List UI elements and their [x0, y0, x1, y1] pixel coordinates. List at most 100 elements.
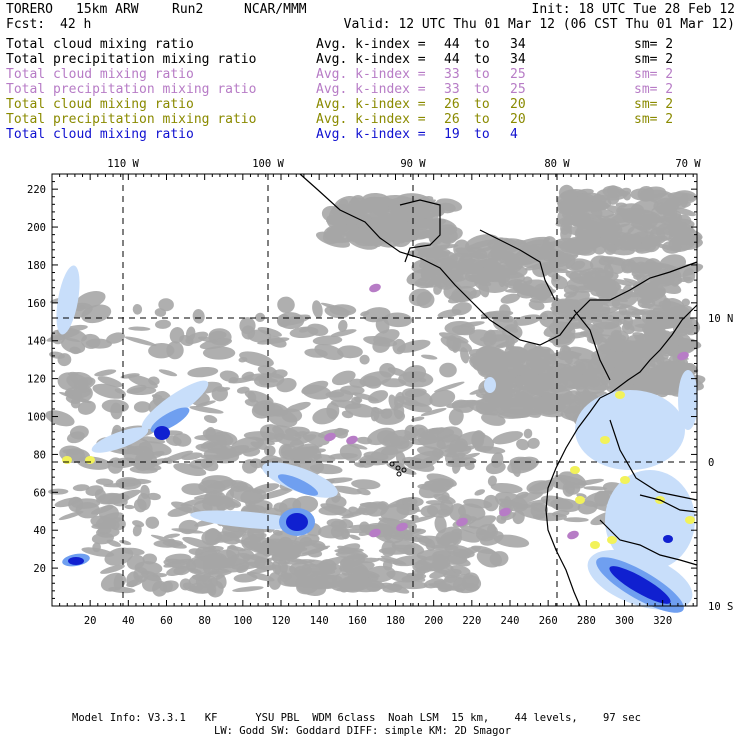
- cloud-patch: [276, 314, 291, 328]
- legend-kindex-label: Avg. k-index =: [316, 37, 426, 52]
- cloud-patch: [124, 504, 135, 510]
- cloud-patch: [301, 380, 329, 395]
- cloud-patch: [236, 386, 250, 394]
- cloud-patch: [478, 260, 502, 269]
- cloud-patch: [549, 260, 559, 266]
- longitude-label: 80 W: [544, 158, 570, 170]
- cloud-patch: [654, 243, 682, 252]
- cloud-patch: [600, 234, 621, 239]
- latitude-label: 0: [708, 457, 714, 469]
- cloud-patch: [543, 236, 556, 248]
- cloud-patch: [402, 365, 426, 383]
- cloud-patch: [77, 400, 96, 415]
- cloud-patch: [169, 327, 185, 344]
- cloud-patch: [277, 296, 295, 314]
- yellow-cloud: [600, 436, 610, 444]
- cloud-patch: [532, 263, 550, 278]
- cloud-patch: [57, 353, 72, 367]
- cloud-patch: [498, 371, 519, 380]
- cloud-patch: [138, 436, 166, 444]
- cloud-patch: [271, 547, 298, 562]
- cloud-patch: [647, 268, 683, 286]
- light-blue-cloud: [575, 390, 685, 470]
- cloud-patch: [577, 500, 598, 515]
- legend-to-word: to: [474, 67, 490, 82]
- cloud-patch: [636, 288, 666, 304]
- cloud-patch: [612, 278, 634, 287]
- galapagos-island: [395, 465, 401, 471]
- cloud-patch: [92, 542, 101, 553]
- legend-kindex-to: 4: [510, 127, 518, 142]
- cloud-patch: [411, 424, 429, 438]
- dark-blue-core: [68, 557, 84, 565]
- cloud-patch: [618, 207, 631, 216]
- cloud-patch: [505, 253, 520, 270]
- cloud-patch: [463, 498, 493, 509]
- cloud-patch: [259, 424, 285, 443]
- cloud-patch: [449, 272, 458, 281]
- cloud-patch: [372, 523, 405, 544]
- longitude-label: 70 W: [675, 158, 701, 170]
- x-tick-label: 140: [310, 615, 329, 627]
- legend-smoothing: sm= 2: [634, 112, 674, 127]
- cloud-patch: [437, 508, 450, 516]
- legend-kindex-from: 26: [444, 97, 460, 112]
- cloud-patch: [312, 300, 323, 319]
- cloud-patch: [173, 463, 207, 476]
- cloud-patch: [669, 213, 683, 224]
- fcst-label: Fcst:: [6, 17, 46, 32]
- cloud-patch: [163, 558, 191, 569]
- cloud-patch: [592, 193, 602, 206]
- galapagos-island: [396, 471, 402, 477]
- cloud-patch: [357, 578, 387, 589]
- cloud-patch: [487, 475, 497, 487]
- cloud-patch: [467, 239, 497, 250]
- x-tick-label: 20: [84, 615, 97, 627]
- cloud-patch: [95, 478, 114, 486]
- cloud-patch: [623, 278, 647, 288]
- cloud-patch: [566, 277, 597, 293]
- coastline: [299, 173, 698, 346]
- cloud-patch: [166, 341, 184, 360]
- cloud-patch: [312, 335, 343, 346]
- yellow-cloud: [575, 496, 585, 504]
- cloud-patch: [492, 431, 523, 445]
- cloud-patch: [409, 459, 428, 469]
- cloud-patch: [66, 431, 85, 444]
- cloud-patch: [163, 533, 181, 539]
- cloud-patch: [499, 391, 510, 409]
- y-tick-label: 40: [33, 525, 46, 537]
- x-tick-label: 320: [653, 615, 672, 627]
- cloud-patch: [449, 452, 480, 463]
- legend-kindex-label: Avg. k-index =: [316, 82, 426, 97]
- cloud-patch: [283, 574, 293, 580]
- legend-field-name: Total cloud mixing ratio: [6, 37, 194, 52]
- cloud-patch: [294, 431, 307, 438]
- cloud-patch: [474, 489, 486, 496]
- cloud-patch: [72, 484, 90, 492]
- cloud-patch: [106, 332, 125, 344]
- legend-smoothing: sm= 2: [634, 97, 674, 112]
- cloud-patch: [69, 346, 81, 355]
- cloud-patch: [348, 534, 361, 541]
- cloud-patch: [404, 388, 427, 398]
- cloud-patch: [527, 437, 540, 449]
- cloud-patch: [411, 416, 425, 422]
- cloud-patch: [473, 246, 502, 259]
- axis-ticks: [51, 173, 697, 607]
- cloud-patch: [100, 564, 125, 574]
- cloud-patch: [48, 488, 69, 495]
- cloud-patch: [301, 451, 322, 459]
- cloud-patch: [415, 281, 433, 288]
- cloud-patch: [451, 452, 466, 460]
- coastline: [609, 419, 698, 501]
- cloud-patch: [394, 504, 422, 512]
- cloud-patch: [158, 298, 174, 312]
- legend-smoothing: sm= 2: [634, 67, 674, 82]
- cloud-patch: [446, 555, 471, 567]
- cloud-patch: [145, 516, 160, 529]
- cloud-patch: [436, 198, 463, 212]
- cloud-patch: [236, 565, 249, 573]
- cloud-patch: [94, 369, 117, 377]
- cloud-patch: [242, 447, 261, 457]
